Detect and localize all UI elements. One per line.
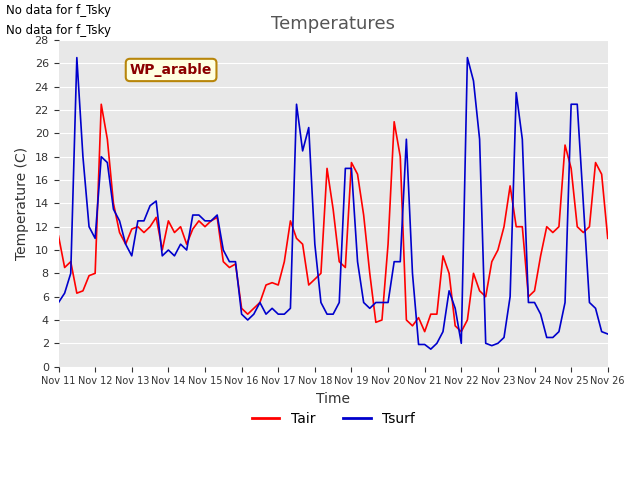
Line: Tsurf: Tsurf (58, 58, 608, 349)
X-axis label: Time: Time (316, 392, 350, 406)
Tair (128, 226, 136, 232)
Title: Temperatures: Temperatures (271, 15, 395, 33)
Tair (54, 233, 62, 239)
Tair (378, 317, 386, 323)
Text: No data for f_Tsky: No data for f_Tsky (6, 24, 111, 36)
Tsurf (201, 218, 209, 224)
Tsurf (189, 212, 196, 218)
Tsurf (531, 300, 538, 305)
Y-axis label: Temperature (C): Temperature (C) (15, 147, 29, 260)
Legend: Tair, Tsurf: Tair, Tsurf (246, 407, 420, 432)
Text: WP_arable: WP_arable (130, 63, 212, 77)
Tair (598, 171, 605, 177)
Tsurf (378, 300, 386, 305)
Tair (421, 329, 429, 335)
Tsurf (427, 346, 435, 352)
Tsurf (128, 253, 136, 259)
Tsurf (73, 55, 81, 60)
Tsurf (598, 329, 605, 335)
Tair (201, 224, 209, 229)
Tair (531, 288, 538, 294)
Tsurf (604, 331, 612, 337)
Tair (97, 101, 105, 107)
Text: No data for f_Tsky: No data for f_Tsky (6, 4, 111, 17)
Tair (604, 236, 612, 241)
Tair (189, 226, 196, 232)
Line: Tair: Tair (58, 104, 608, 332)
Tsurf (54, 300, 62, 305)
